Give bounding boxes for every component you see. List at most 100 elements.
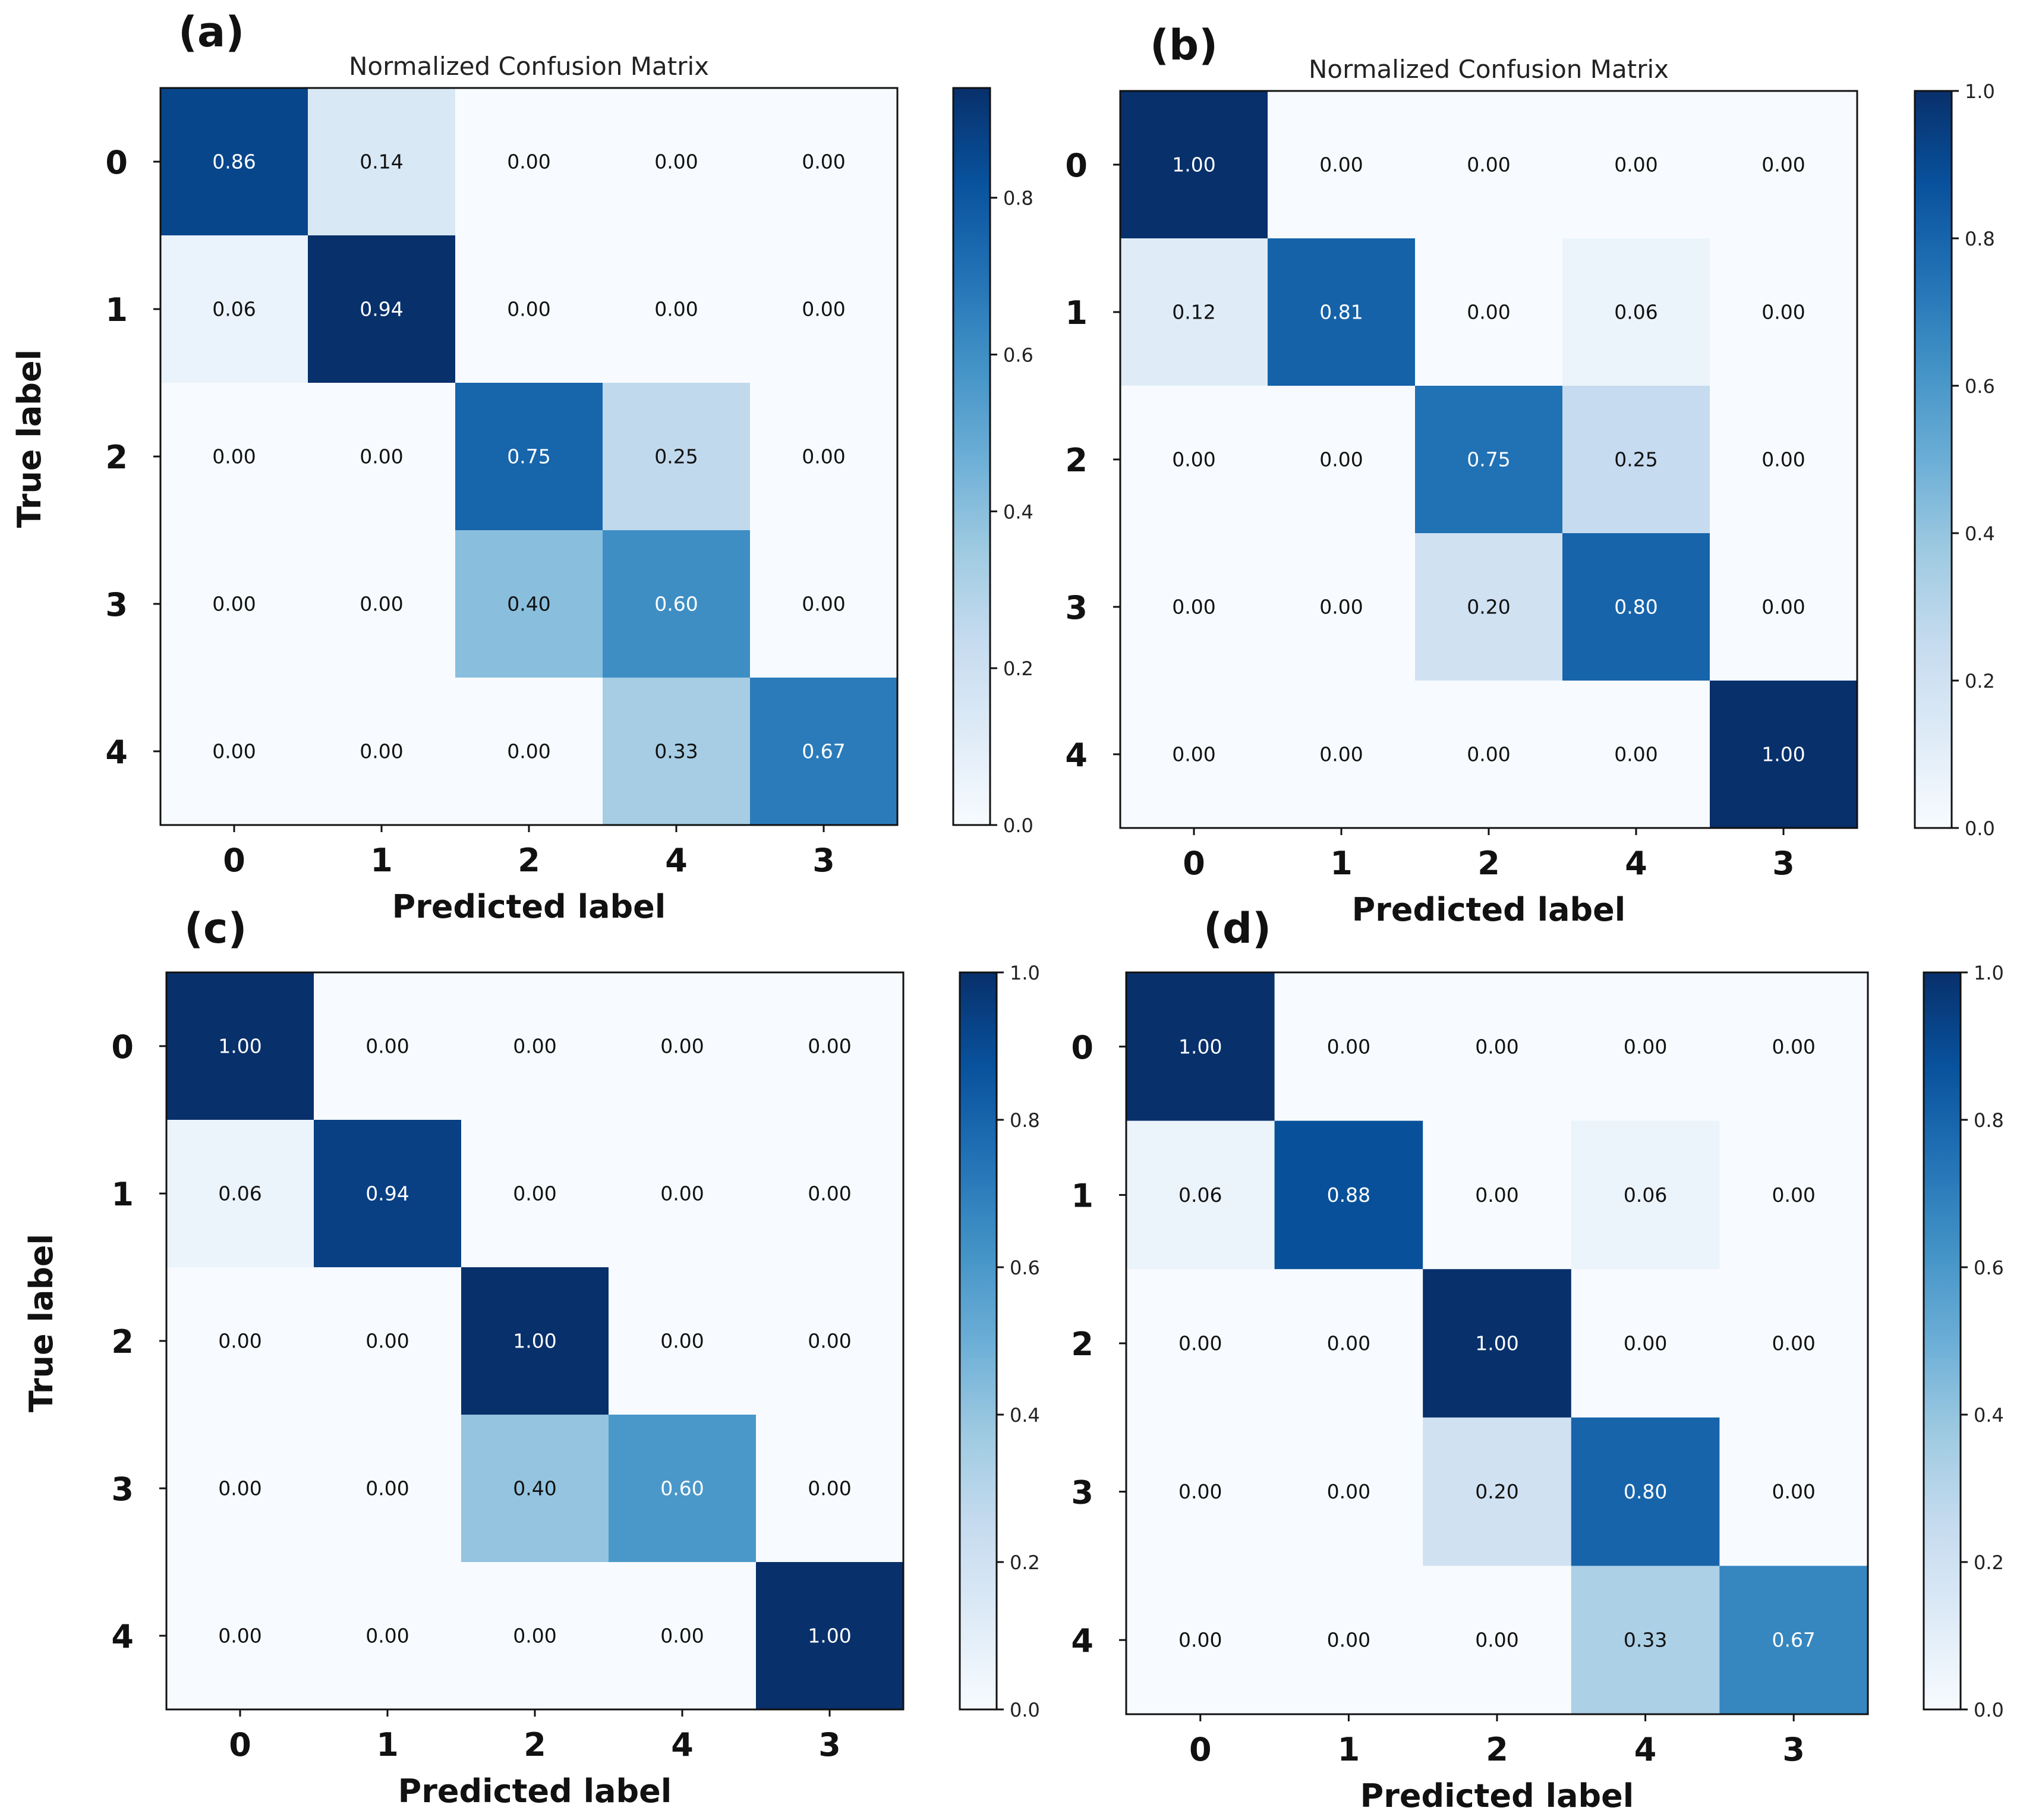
heatmap-cell xyxy=(603,88,751,236)
heatmap-cell xyxy=(461,1120,609,1268)
cell-value-label: 0.00 xyxy=(802,150,845,174)
heatmap-cell xyxy=(1126,972,1275,1122)
heatmap-cell xyxy=(314,1267,462,1415)
colorbar-tick-label: 0.0 xyxy=(1965,817,1995,840)
y-tick-label: 4 xyxy=(1071,1622,1093,1660)
heatmap-cell xyxy=(1268,386,1416,534)
cell-value-label: 0.00 xyxy=(660,1035,704,1058)
confusion-matrix-panel-a: (a) Normalized Confusion Matrix 0.86 0.14 0.… xyxy=(11,8,1033,925)
y-tick-label: 1 xyxy=(1071,1177,1093,1214)
cell-value-label: 1.00 xyxy=(1761,743,1805,766)
y-tick-label: 3 xyxy=(1065,589,1088,626)
heatmap-cell xyxy=(750,235,898,383)
x-tick-label: 2 xyxy=(1486,1731,1508,1768)
heatmap-cell xyxy=(1415,386,1563,534)
heatmap-cell xyxy=(1126,1417,1275,1566)
cell-value-label: 0.00 xyxy=(1327,1480,1370,1503)
cell-value-label: 0.00 xyxy=(1467,153,1510,177)
heatmap-cell xyxy=(308,235,456,383)
heatmap-cell xyxy=(314,1120,462,1268)
colorbar-gradient xyxy=(959,971,998,1711)
cell-value-label: 0.25 xyxy=(654,445,698,468)
cell-value-label: 1.00 xyxy=(1475,1332,1518,1355)
cell-value-label: 0.00 xyxy=(1172,596,1215,619)
heatmap-cell xyxy=(750,383,898,531)
panel-label: (c) xyxy=(184,904,247,953)
cell-value-label: 0.94 xyxy=(360,298,403,321)
y-tick-label: 1 xyxy=(1065,294,1088,332)
heatmap-cell xyxy=(455,678,603,826)
cell-value-label: 0.00 xyxy=(360,445,403,468)
cell-value-label: 0.06 xyxy=(1624,1183,1667,1207)
x-tick-label: 3 xyxy=(812,842,835,879)
y-tick-label: 0 xyxy=(1071,1029,1093,1066)
heatmap-cell xyxy=(1126,1566,1275,1715)
heatmap-cell xyxy=(609,1267,757,1415)
heatmap-cell xyxy=(756,972,904,1120)
cell-value-label: 0.00 xyxy=(218,1330,261,1353)
cell-value-label: 0.00 xyxy=(1772,1183,1815,1207)
heatmap-cell xyxy=(461,1267,609,1415)
cell-value-label: 0.00 xyxy=(507,740,550,763)
heatmap-cell xyxy=(1268,681,1416,829)
cell-value-label: 0.80 xyxy=(1624,1480,1667,1503)
colorbar-tick-label: 0.8 xyxy=(1003,187,1033,210)
heatmap-cell xyxy=(756,1267,904,1415)
cell-value-label: 0.86 xyxy=(212,150,256,174)
cell-value-label: 0.75 xyxy=(507,445,550,468)
heatmap-cell xyxy=(1274,1269,1423,1418)
heatmap-cell xyxy=(308,530,456,678)
cell-value-label: 0.00 xyxy=(1475,1629,1518,1652)
cell-value-label: 0.60 xyxy=(660,1477,704,1500)
cell-value-label: 0.88 xyxy=(1327,1183,1370,1207)
cell-value-label: 0.00 xyxy=(1178,1629,1222,1652)
x-tick-label: 0 xyxy=(223,842,245,879)
heatmap-cell xyxy=(1120,533,1268,681)
x-tick-label: 0 xyxy=(1189,1731,1212,1768)
colorbar-tick-label: 0.2 xyxy=(1974,1551,2004,1574)
cell-value-label: 0.25 xyxy=(1614,448,1657,471)
y-axis-label: True label xyxy=(23,1234,60,1412)
colorbar: 0.0 0.2 0.4 0.6 0.8 1.0 xyxy=(1914,80,1995,840)
heatmap-cell xyxy=(160,383,308,531)
colorbar: 0.0 0.2 0.4 0.6 0.8 xyxy=(952,87,1033,837)
colorbar: 0.0 0.2 0.4 0.6 0.8 1.0 xyxy=(959,962,1040,1721)
heatmap-cell xyxy=(1415,91,1563,239)
heatmap-cell xyxy=(1423,1566,1572,1715)
cell-value-label: 0.00 xyxy=(212,593,256,616)
x-axis-label: Predicted label xyxy=(1352,891,1626,928)
cell-value-label: 0.06 xyxy=(212,298,256,321)
cell-value-label: 0.00 xyxy=(808,1182,851,1205)
colorbar-tick-label: 0.4 xyxy=(1965,522,1995,545)
heatmap-cell xyxy=(1268,91,1416,239)
heatmap-cell xyxy=(308,383,456,531)
colorbar-tick-label: 0.6 xyxy=(1010,1257,1040,1279)
colorbar-tick-label: 0.0 xyxy=(1010,1699,1040,1721)
cell-value-label: 0.00 xyxy=(654,150,698,174)
panel-label: (d) xyxy=(1203,904,1271,953)
cell-value-label: 0.00 xyxy=(1327,1629,1370,1652)
cell-value-label: 0.00 xyxy=(1614,743,1657,766)
heatmap-cell xyxy=(1710,238,1858,386)
colorbar-tick-label: 0.8 xyxy=(1974,1109,2004,1132)
x-tick-label: 2 xyxy=(524,1726,546,1764)
cell-value-label: 0.00 xyxy=(802,593,845,616)
cell-value-label: 0.00 xyxy=(1761,153,1805,177)
y-tick-label: 4 xyxy=(1065,736,1088,774)
cell-value-label: 0.00 xyxy=(808,1035,851,1058)
cell-value-label: 0.00 xyxy=(1761,596,1805,619)
cell-value-label: 0.00 xyxy=(1624,1332,1667,1355)
cell-value-label: 0.94 xyxy=(365,1182,409,1205)
cell-value-label: 0.00 xyxy=(513,1182,556,1205)
heatmap-cell xyxy=(1120,238,1268,386)
heatmap-cell xyxy=(1710,91,1858,239)
panel-label: (a) xyxy=(178,8,244,56)
colorbar-gradient xyxy=(952,87,991,826)
cell-value-label: 0.00 xyxy=(507,298,550,321)
heatmap-cell xyxy=(756,1562,904,1710)
heatmap-cell xyxy=(750,530,898,678)
x-tick-label: 4 xyxy=(1634,1731,1657,1768)
cell-value-label: 0.00 xyxy=(513,1624,556,1648)
